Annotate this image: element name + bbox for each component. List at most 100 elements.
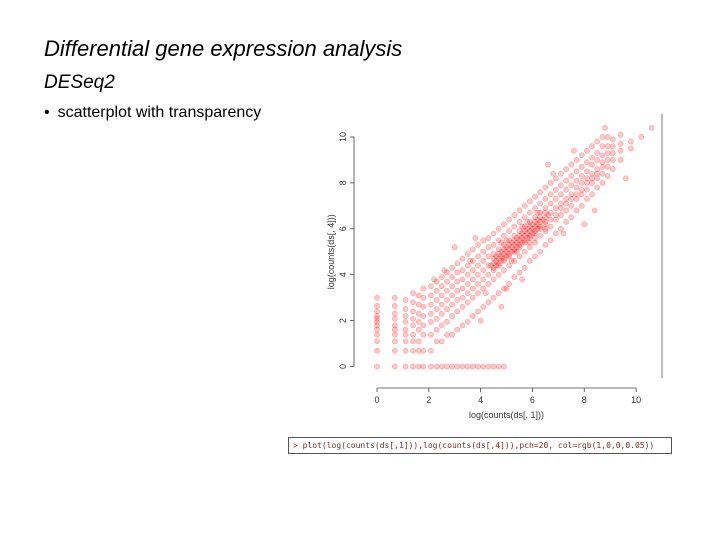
data-point (609, 143, 616, 149)
data-point (537, 248, 544, 255)
data-point (374, 322, 380, 329)
data-point (526, 239, 533, 246)
data-point (438, 363, 445, 370)
data-point (511, 223, 518, 230)
data-point (441, 267, 448, 273)
data-point (594, 175, 601, 182)
data-point (469, 294, 476, 301)
x-axis-label: log(counts(ds[, 1])) (469, 410, 544, 420)
data-point (420, 347, 427, 354)
data-point (524, 219, 531, 225)
data-point (438, 310, 445, 317)
data-point (622, 175, 629, 182)
data-point (578, 202, 585, 209)
data-point (480, 258, 487, 264)
data-point (506, 246, 512, 253)
data-point (477, 317, 484, 324)
data-point (444, 297, 450, 303)
data-point (415, 310, 422, 317)
data-point (594, 184, 601, 191)
slide-subtitle: DESeq2 (44, 72, 115, 93)
data-point (374, 308, 380, 315)
data-point (451, 244, 458, 250)
data-point (568, 161, 575, 168)
bullet-item: • scatterplot with transparency (44, 104, 261, 122)
data-point (475, 290, 481, 296)
data-point (431, 276, 437, 283)
y-tick-label: 8 (338, 180, 348, 185)
data-point (617, 157, 624, 163)
data-point (495, 290, 502, 296)
data-point (604, 173, 611, 179)
data-point (420, 331, 427, 338)
data-point (594, 138, 601, 145)
data-point (469, 313, 476, 319)
data-point (547, 223, 554, 230)
data-point (459, 294, 466, 301)
y-tick-label: 4 (338, 272, 348, 277)
data-point (506, 228, 512, 234)
data-point (563, 196, 569, 202)
data-point (521, 232, 528, 239)
data-point (391, 294, 398, 301)
data-point (609, 157, 616, 163)
data-point (410, 347, 416, 354)
data-point (493, 258, 500, 264)
data-point (537, 232, 544, 239)
data-point (594, 170, 601, 177)
data-point (534, 209, 541, 216)
data-point (469, 246, 476, 253)
data-point (516, 219, 523, 225)
data-point (374, 347, 380, 354)
data-point (563, 177, 569, 184)
data-point (493, 262, 500, 269)
data-point (526, 209, 533, 216)
data-point (501, 267, 507, 273)
data-point (558, 205, 564, 211)
data-point (438, 283, 445, 290)
data-point (374, 303, 380, 309)
data-point (516, 244, 523, 250)
data-point (495, 225, 502, 232)
data-point (521, 264, 528, 271)
data-point (485, 253, 492, 260)
data-point (563, 207, 569, 214)
data-point (591, 207, 598, 214)
data-point (537, 219, 544, 225)
data-point (604, 163, 611, 170)
data-point (464, 299, 471, 306)
data-point (402, 326, 409, 333)
data-point (459, 322, 466, 329)
data-point (516, 242, 523, 248)
data-point (449, 313, 455, 319)
data-point (374, 338, 380, 345)
data-point (604, 150, 611, 156)
data-point (578, 180, 585, 186)
data-point (563, 186, 569, 193)
y-axis-label: log(counts(ds[, 4])) (326, 214, 336, 289)
data-point (539, 216, 546, 223)
data-point (519, 276, 525, 283)
data-point (526, 258, 533, 264)
data-point (558, 200, 564, 207)
data-point (532, 230, 538, 237)
data-point (459, 255, 466, 262)
data-point (552, 186, 559, 193)
data-point (516, 253, 523, 260)
data-point (464, 281, 471, 287)
data-point (495, 251, 502, 257)
data-point (508, 244, 515, 250)
data-point (493, 253, 500, 260)
data-point (469, 285, 476, 292)
data-point (391, 347, 398, 354)
data-point (433, 297, 440, 303)
data-point (485, 281, 492, 287)
y-tick-label: 2 (338, 318, 348, 323)
data-point (532, 214, 538, 221)
r-code-command: > plot(log(counts(ds[,1])),log(counts(ds… (288, 437, 672, 454)
data-point (547, 180, 554, 186)
data-point (516, 269, 523, 276)
x-tick-label: 10 (631, 395, 641, 405)
data-point (374, 331, 380, 338)
data-point (573, 196, 580, 202)
